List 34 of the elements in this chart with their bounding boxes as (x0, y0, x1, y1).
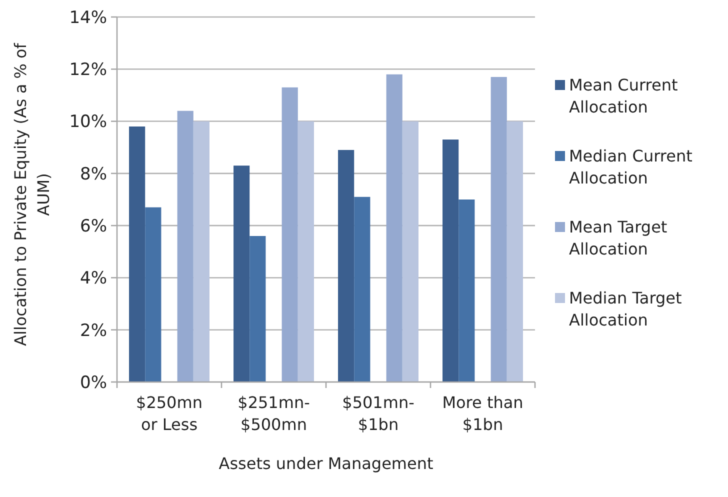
bar (354, 196, 370, 382)
bar (402, 121, 418, 382)
bar (386, 74, 402, 382)
bar (129, 126, 146, 382)
y-tick-label: 8% (80, 164, 107, 184)
x-tick-label: More than $1bn (442, 393, 524, 434)
y-tick-label: 0% (80, 372, 107, 393)
bar (338, 150, 354, 382)
y-tick-label: 2% (80, 320, 107, 341)
y-tick-label: 6% (80, 216, 107, 237)
x-axis-title: Assets under Management (218, 454, 434, 473)
bar (250, 236, 266, 382)
bar (490, 76, 507, 382)
bar (458, 200, 475, 382)
bar (506, 121, 523, 382)
legend-label: Mean Target Allocation (569, 218, 668, 259)
legend-label: Median Current Allocation (569, 146, 692, 188)
bar (193, 121, 210, 382)
x-tick-label: $250mn or Less (136, 393, 202, 434)
bar (177, 110, 194, 382)
x-tick-label: $501mn-$1bn (342, 393, 414, 434)
y-tick-label: 10% (69, 112, 107, 132)
y-tick-label: 4% (80, 268, 107, 289)
bar (298, 121, 314, 382)
bar (282, 87, 298, 382)
x-tick-label: $251mn-$500mn (238, 393, 310, 434)
y-axis-title: Allocation to Private Equity (As a % of AUM) (11, 42, 53, 346)
bar (234, 166, 250, 382)
legend-label: Mean Current Allocation (569, 76, 678, 117)
bar (442, 140, 459, 382)
legend-label: Median Target Allocation (569, 288, 682, 330)
bar (145, 207, 162, 382)
y-tick-label: 12% (69, 60, 107, 80)
y-tick-label: 14% (69, 8, 107, 28)
